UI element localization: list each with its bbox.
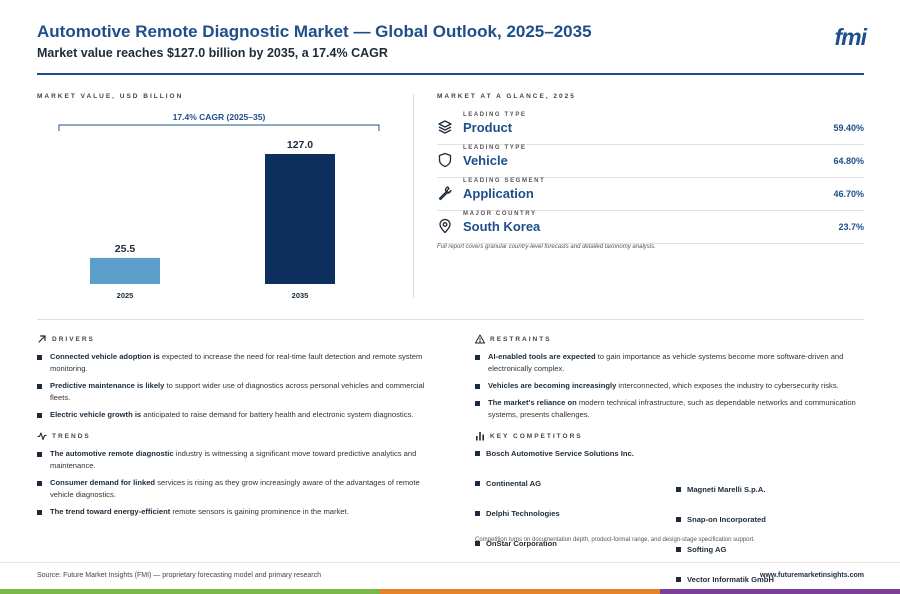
layers-icon (438, 120, 452, 134)
x-tick-label: 2025 (117, 291, 134, 300)
bottom-bar-green (0, 589, 380, 594)
competitor-item: Snap-on Incorporated (676, 515, 900, 524)
x-tick-label: 2035 (292, 291, 309, 300)
list-item: AI-enabled tools are expected to gain im… (475, 351, 865, 375)
location-pin-icon (439, 218, 451, 234)
drivers-heading: DRIVERS (37, 334, 95, 344)
bottom-color-bar (0, 589, 900, 594)
cagr-bracket (58, 124, 380, 131)
competitor-item: OnStar Corporation (475, 539, 900, 548)
arrow-up-right-icon (38, 335, 46, 343)
wrench-icon (438, 186, 452, 201)
pulse-icon (37, 432, 47, 441)
warning-icon (475, 334, 485, 344)
trends-label: TRENDS (52, 432, 91, 440)
bar-chart-icon (476, 432, 484, 441)
source-note: Source: Future Market Insights (FMI) — p… (37, 572, 321, 579)
competitor-item: Delphi Technologies (475, 509, 900, 518)
restraints-list: AI-enabled tools are expected to gain im… (475, 351, 865, 421)
list-item: Predictive maintenance is likely to supp… (37, 380, 432, 404)
competitor-item: Magneti Marelli S.p.A. (676, 485, 900, 494)
glance-value: 64.80% (833, 156, 864, 166)
glance-category: LEADING SEGMENT (463, 178, 546, 184)
glance-row-country: MAJOR COUNTRY South Korea 23.7% (437, 211, 864, 244)
list-item: Vehicles are becoming increasingly inter… (475, 380, 865, 392)
trends-heading: TRENDS (37, 431, 91, 441)
glance-row-type: LEADING TYPE Product 59.40% (437, 112, 864, 145)
fmi-logo: fmi (834, 24, 867, 50)
page-title: Automotive Remote Diagnostic Market — Gl… (37, 22, 592, 41)
glance-name: Product (463, 120, 513, 135)
restraints-heading: RESTRAINTS (475, 334, 552, 344)
website-link[interactable]: www.futuremarketinsights.com (760, 572, 864, 579)
glance-category: LEADING TYPE (463, 145, 527, 151)
market-value-bar-chart: 17.4% CAGR (2025–35) 25.5 2025 127.0 2035 (58, 112, 380, 300)
glance-value: 23.7% (838, 222, 864, 232)
shield-icon (438, 152, 452, 168)
list-item: Electric vehicle growth is anticipated t… (37, 409, 432, 421)
glance-category: LEADING TYPE (463, 112, 527, 118)
bottom-bar-purple (660, 589, 900, 594)
drivers-list: Connected vehicle adoption is expected t… (37, 351, 432, 421)
header-divider (37, 73, 864, 75)
glance-note: Full report covers granular country-leve… (437, 244, 656, 250)
competitors-label: KEY COMPETITORS (490, 432, 583, 440)
market-value-label: MARKET VALUE, USD BILLION (37, 93, 184, 100)
list-item: The automotive remote diagnostic industr… (37, 448, 432, 472)
list-item: The trend toward energy-efficient remote… (37, 506, 432, 518)
bottom-bar-orange (380, 589, 660, 594)
glance-name: Application (463, 186, 534, 201)
cagr-annotation: 17.4% CAGR (2025–35) (173, 112, 266, 122)
page-subtitle: Market value reaches $127.0 billion by 2… (37, 46, 388, 60)
glance-name: South Korea (463, 219, 541, 234)
competitor-item: Softing AG (676, 545, 900, 554)
glance-category: MAJOR COUNTRY (463, 211, 537, 217)
competitor-item: Bosch Automotive Service Solutions Inc. (475, 449, 900, 458)
competitor-item: Vector Informatik GmbH (676, 575, 900, 584)
competitors-heading: KEY COMPETITORS (475, 431, 583, 441)
glance-row-application: LEADING SEGMENT Application 46.70% (437, 178, 864, 211)
list-item: Connected vehicle adoption is expected t… (37, 351, 432, 375)
restraints-label: RESTRAINTS (490, 335, 552, 343)
glance-label: MARKET AT A GLANCE, 2025 (437, 93, 576, 100)
glance-name: Vehicle (463, 153, 508, 168)
bar-2025 (90, 257, 160, 284)
list-item: Consumer demand for linked services is r… (37, 477, 432, 501)
glance-value: 59.40% (833, 123, 864, 133)
competitor-item: Continental AG (475, 479, 900, 488)
list-item: The market's reliance on modern technica… (475, 397, 865, 421)
section-divider (413, 94, 414, 298)
trends-list: The automotive remote diagnostic industr… (37, 448, 432, 518)
bar-value-label: 127.0 (287, 139, 313, 151)
competitors-note: Competition turns on documentation depth… (475, 537, 755, 543)
bar-2035 (265, 154, 335, 284)
glance-row-vehicle: LEADING TYPE Vehicle 64.80% (437, 145, 864, 178)
section-divider (37, 319, 864, 320)
bar-value-label: 25.5 (115, 243, 136, 255)
footer-divider (0, 562, 900, 563)
drivers-label: DRIVERS (52, 335, 95, 343)
glance-value: 46.70% (833, 189, 864, 199)
